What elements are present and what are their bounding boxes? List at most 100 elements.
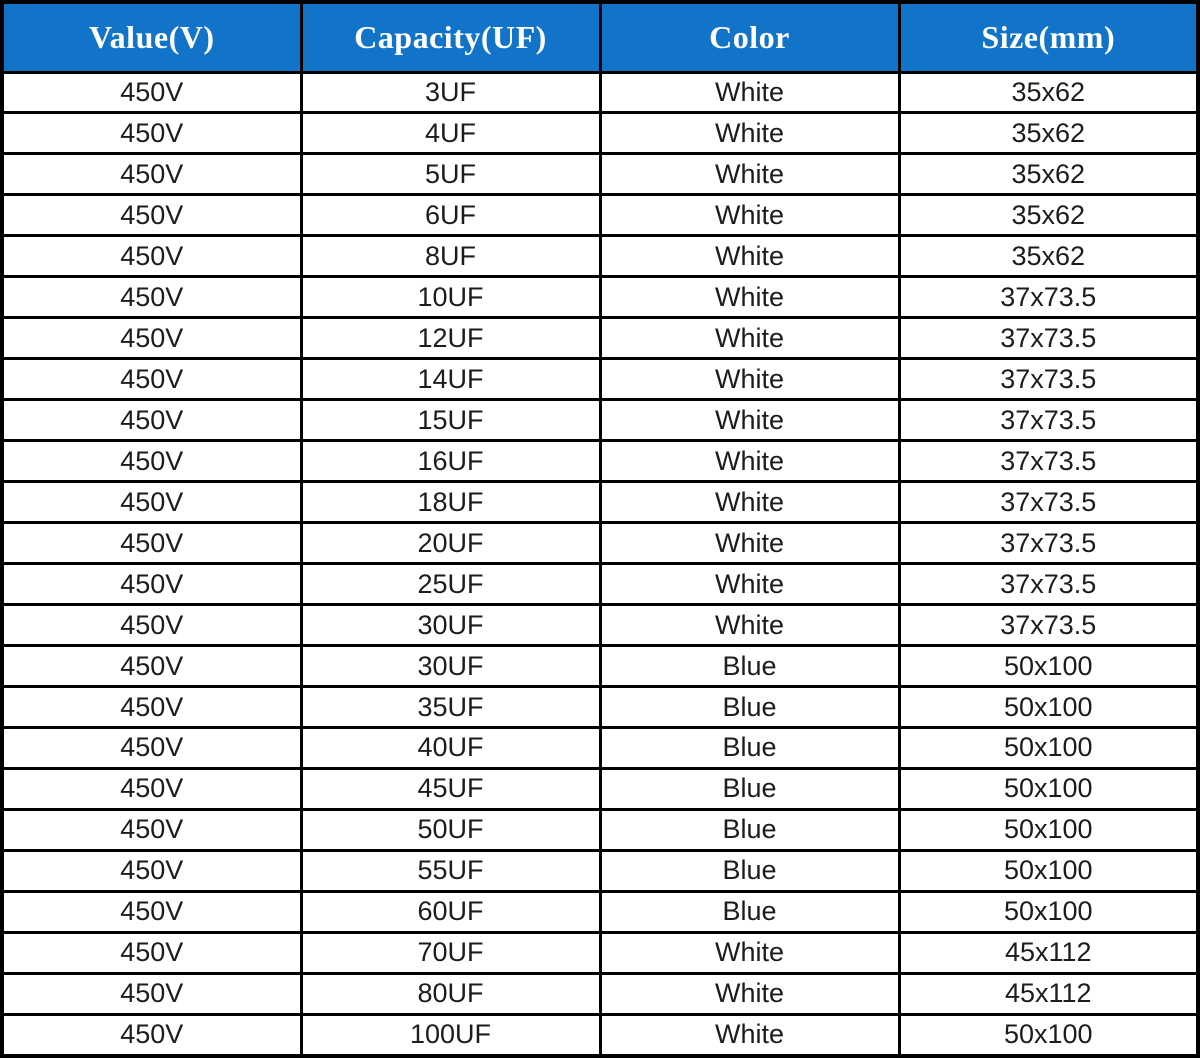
cell-color: White: [598, 316, 901, 361]
cell-capacity-uf: 70UF: [299, 930, 602, 975]
cell-size-mm: 37x73.5: [897, 316, 1200, 361]
cell-capacity-uf: 10UF: [299, 275, 602, 320]
table-row: 450V 60UF Blue 50x100: [0, 889, 1200, 934]
table-row: 450V 30UF Blue 50x100: [0, 644, 1200, 689]
cell-value-v: 450V: [0, 726, 303, 770]
table-row: 450V 70UF White 45x112: [0, 930, 1200, 975]
table-row: 450V 16UF White 37x73.5: [0, 439, 1200, 484]
table-row: 450V 14UF White 37x73.5: [0, 357, 1200, 402]
cell-size-mm: 35x62: [897, 111, 1200, 156]
cell-value-v: 450V: [0, 480, 303, 525]
cell-value-v: 450V: [0, 685, 303, 729]
cell-color: White: [598, 111, 901, 156]
cell-size-mm: 37x73.5: [897, 521, 1200, 566]
cell-value-v: 450V: [0, 316, 303, 361]
cell-capacity-uf: 40UF: [299, 726, 602, 770]
table-row: 450V 25UF White 37x73.5: [0, 562, 1200, 607]
table-row: 450V 40UF Blue 50x100: [0, 726, 1200, 770]
cell-size-mm: 50x100: [897, 807, 1200, 852]
cell-color: Blue: [598, 685, 901, 729]
header-row: Value(V) Capacity(UF) Color Size(mm): [0, 0, 1200, 74]
cell-capacity-uf: 35UF: [299, 685, 602, 729]
cell-capacity-uf: 45UF: [299, 766, 602, 811]
cell-value-v: 450V: [0, 848, 303, 893]
cell-capacity-uf: 80UF: [299, 971, 602, 1016]
table-row: 450V 35UF Blue 50x100: [0, 685, 1200, 729]
cell-value-v: 450V: [0, 807, 303, 852]
cell-color: Blue: [598, 807, 901, 852]
table-row: 450V 20UF White 37x73.5: [0, 521, 1200, 566]
cell-value-v: 450V: [0, 603, 303, 648]
cell-color: White: [598, 234, 901, 279]
cell-size-mm: 37x73.5: [897, 603, 1200, 648]
table-row: 450V 55UF Blue 50x100: [0, 848, 1200, 893]
table-row: 450V 10UF White 37x73.5: [0, 275, 1200, 320]
cell-capacity-uf: 60UF: [299, 889, 602, 934]
cell-size-mm: 45x112: [897, 930, 1200, 975]
cell-size-mm: 50x100: [897, 848, 1200, 893]
cell-size-mm: 50x100: [897, 726, 1200, 770]
cell-value-v: 450V: [0, 562, 303, 607]
cell-value-v: 450V: [0, 152, 303, 197]
cell-color: White: [598, 398, 901, 443]
table-row: 450V 80UF White 45x112: [0, 971, 1200, 1016]
cell-color: White: [598, 357, 901, 402]
cell-size-mm: 50x100: [897, 644, 1200, 689]
cell-capacity-uf: 30UF: [299, 644, 602, 689]
cell-size-mm: 35x62: [897, 234, 1200, 279]
cell-capacity-uf: 16UF: [299, 439, 602, 484]
cell-value-v: 450V: [0, 398, 303, 443]
column-header-value-v: Value(V): [0, 0, 303, 74]
cell-color: White: [598, 152, 901, 197]
cell-color: White: [598, 275, 901, 320]
cell-color: Blue: [598, 848, 901, 893]
cell-capacity-uf: 5UF: [299, 152, 602, 197]
cell-size-mm: 37x73.5: [897, 439, 1200, 484]
cell-size-mm: 37x73.5: [897, 398, 1200, 443]
cell-value-v: 450V: [0, 766, 303, 811]
cell-color: White: [598, 193, 901, 238]
cell-value-v: 450V: [0, 439, 303, 484]
cell-capacity-uf: 100UF: [299, 1012, 602, 1058]
cell-color: White: [598, 480, 901, 525]
cell-color: White: [598, 562, 901, 607]
cell-capacity-uf: 15UF: [299, 398, 602, 443]
cell-color: White: [598, 521, 901, 566]
cell-size-mm: 50x100: [897, 685, 1200, 729]
cell-value-v: 450V: [0, 889, 303, 934]
cell-color: Blue: [598, 644, 901, 689]
table-row: 450V 50UF Blue 50x100: [0, 807, 1200, 852]
table-row: 450V 30UF White 37x73.5: [0, 603, 1200, 648]
cell-capacity-uf: 50UF: [299, 807, 602, 852]
table-row: 450V 18UF White 37x73.5: [0, 480, 1200, 525]
cell-color: Blue: [598, 766, 901, 811]
table-row: 450V 12UF White 37x73.5: [0, 316, 1200, 361]
column-header-color: Color: [598, 0, 901, 74]
cell-value-v: 450V: [0, 234, 303, 279]
cell-color: Blue: [598, 726, 901, 770]
table-row: 450V 6UF White 35x62: [0, 193, 1200, 238]
cell-value-v: 450V: [0, 971, 303, 1016]
cell-capacity-uf: 14UF: [299, 357, 602, 402]
cell-size-mm: 37x73.5: [897, 275, 1200, 320]
cell-size-mm: 37x73.5: [897, 357, 1200, 402]
cell-color: White: [598, 439, 901, 484]
cell-value-v: 450V: [0, 111, 303, 156]
column-header-capacity-uf: Capacity(UF): [299, 0, 602, 74]
cell-capacity-uf: 8UF: [299, 234, 602, 279]
cell-color: White: [598, 930, 901, 975]
cell-capacity-uf: 25UF: [299, 562, 602, 607]
column-header-size-mm: Size(mm): [897, 0, 1200, 74]
cell-value-v: 450V: [0, 930, 303, 975]
table-row: 450V 3UF White 35x62: [0, 70, 1200, 115]
cell-capacity-uf: 30UF: [299, 603, 602, 648]
cell-size-mm: 35x62: [897, 152, 1200, 197]
cell-color: White: [598, 603, 901, 648]
cell-color: White: [598, 971, 901, 1016]
cell-color: White: [598, 70, 901, 115]
cell-value-v: 450V: [0, 521, 303, 566]
cell-capacity-uf: 6UF: [299, 193, 602, 238]
cell-size-mm: 35x62: [897, 193, 1200, 238]
cell-value-v: 450V: [0, 1012, 303, 1058]
